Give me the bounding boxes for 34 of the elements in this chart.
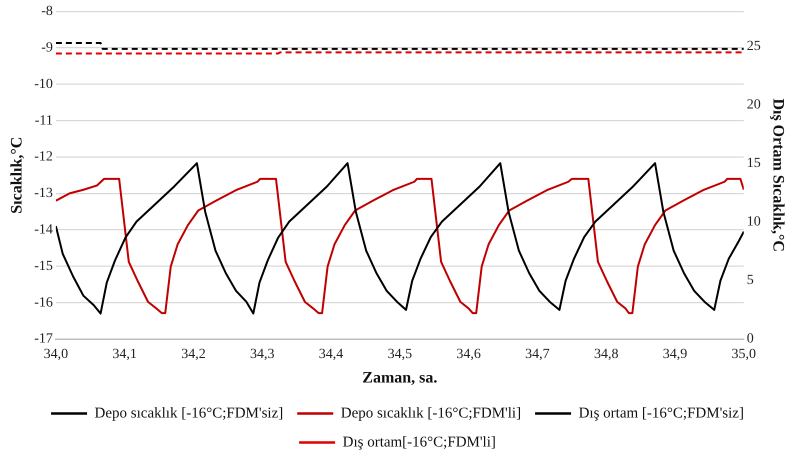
legend-label: Depo sıcaklık [-16°C;FDM'siz] [94,405,284,422]
y2-axis-title: Dış Ortam Sıcaklık,°C [769,98,786,252]
y2-tick-label: 0 [746,332,754,347]
x-tick-label: 34,7 [525,347,550,362]
y-tick-label: -11 [34,113,53,128]
x-tick-label: 34,4 [318,347,344,362]
y-tick-label: -8 [41,4,53,20]
y2-tick-label: 15 [746,156,761,172]
y2-tick-label: 25 [746,39,761,54]
y2-tick-label: 20 [746,98,761,113]
x-tick-label: 34,9 [662,347,688,362]
x-axis-title: Zaman, sa. [362,370,438,387]
y2-tick-label: 10 [746,214,761,230]
y-axis-title: Sıcaklık,°C [8,136,26,214]
x-tick-label: 34,1 [112,347,137,362]
x-tick-label: 34,6 [456,347,481,362]
y-tick-label: -12 [34,150,53,165]
y-tick-label: -10 [34,76,53,92]
y-tick-label: -16 [34,295,53,310]
y-tick-label: -15 [34,258,53,274]
y-tick-label: -17 [34,332,53,347]
x-tick-label: 34,5 [388,347,412,362]
x-tick-label: 34,0 [44,347,68,362]
legend-label: Depo sıcaklık [-16°C;FDM'li] [340,405,522,422]
y-tick-label: -14 [34,222,53,238]
x-tick-label: 34,8 [594,347,618,362]
x-tick-label: 35,0 [732,347,756,362]
y-tick-label: -9 [41,40,53,56]
y-tick-label: -13 [34,186,53,202]
legend-label: Dış ortam [-16°C;FDM'siz] [578,405,744,422]
x-tick-label: 34,3 [250,347,274,362]
x-tick-label: 34,2 [181,347,206,362]
y2-tick-label: 5 [746,273,754,288]
legend-label: Dış ortam[-16°C;FDM'li] [342,434,496,450]
